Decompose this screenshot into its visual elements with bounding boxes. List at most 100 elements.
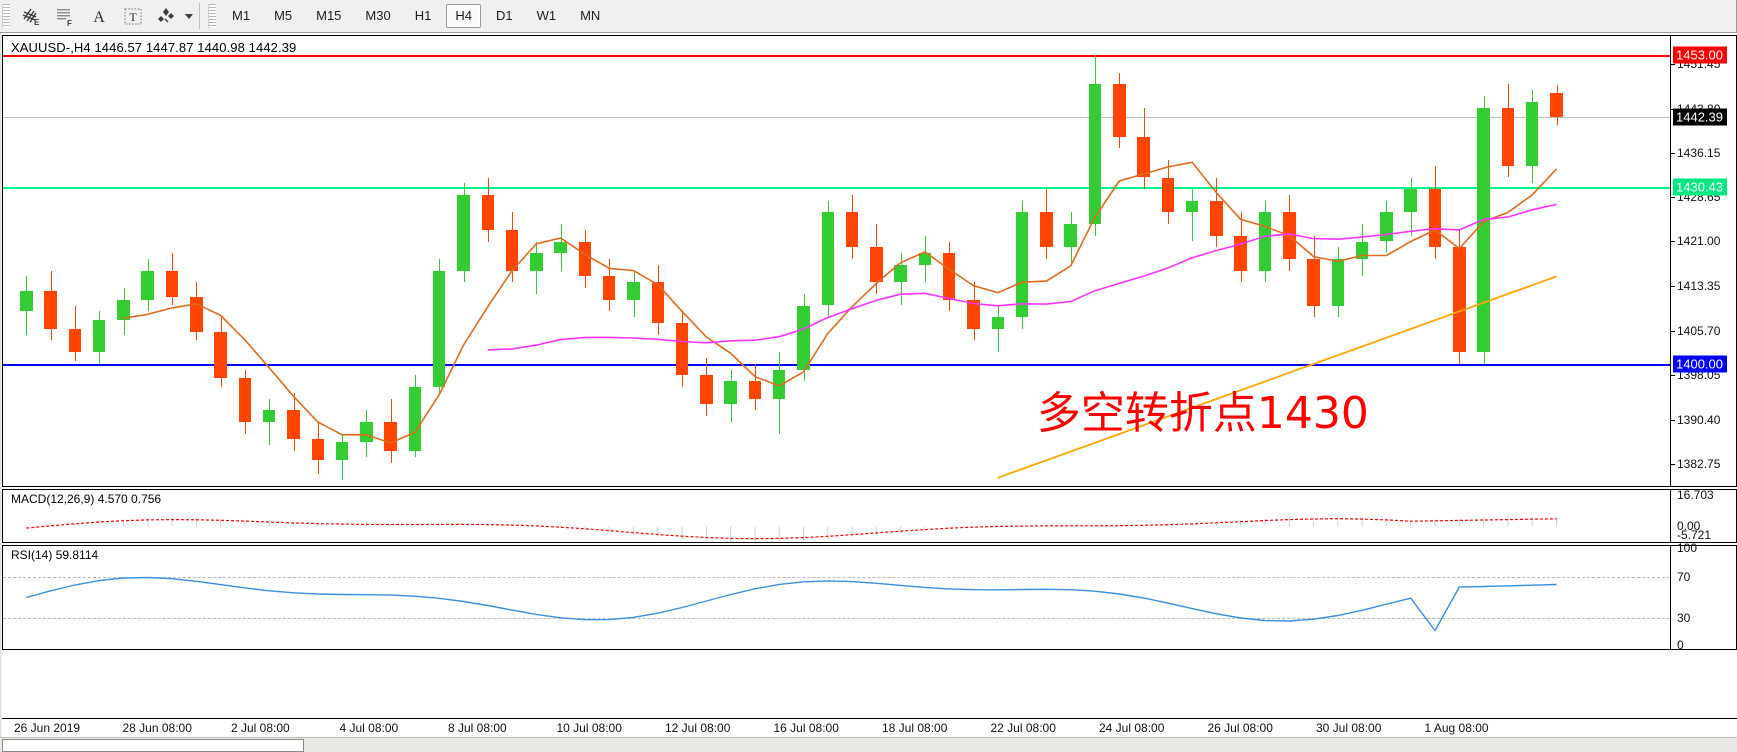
price-axis-tick	[1671, 64, 1675, 66]
chart-area: XAUUSD-,H4 1446.57 1447.87 1440.98 1442.…	[0, 33, 1737, 752]
macd-axis-label: 16.703	[1677, 488, 1714, 503]
candle-body	[214, 331, 227, 379]
price-axis-tick-label: 1405.70	[1677, 323, 1721, 338]
timeframe-mn[interactable]: MN	[580, 8, 601, 23]
indicators-list-icon[interactable]: F	[50, 3, 80, 29]
candle-body	[675, 323, 689, 376]
date-axis-label: 4 Jul 08:00	[339, 721, 399, 735]
price-plot[interactable]: 多空转折点1430	[3, 36, 1670, 486]
timeframe-grip[interactable]	[208, 4, 216, 28]
candle-body	[335, 442, 349, 460]
candle-body	[238, 378, 252, 422]
macd-axis[interactable]: 16.703 0.00 -5.721	[1670, 488, 1736, 542]
rsi-axis-label: 0	[1677, 637, 1684, 652]
date-axis-label: 28 Jun 08:00	[122, 721, 192, 735]
candle-body	[1525, 101, 1539, 166]
timeframe-w1[interactable]: W1	[536, 8, 557, 23]
price-axis-tick	[1671, 286, 1675, 288]
objects-icon[interactable]	[152, 3, 182, 29]
timeframe-m1[interactable]: M1	[232, 8, 251, 23]
rsi-level-70	[3, 576, 1670, 578]
svg-text:A: A	[93, 9, 105, 26]
rsi-pane[interactable]: RSI(14) 59.8114 100 70 30 0	[2, 541, 1737, 652]
price-axis[interactable]: 1451.451443.801436.151428.651421.001413.…	[1670, 36, 1736, 486]
date-axis-label: 1 Aug 08:00	[1424, 721, 1489, 735]
price-tag-red[interactable]: 1453.00	[1673, 46, 1727, 64]
candle-body	[1234, 235, 1247, 271]
last-price-line[interactable]	[3, 116, 1670, 118]
date-axis-label: 30 Jul 08:00	[1316, 721, 1382, 735]
macd-signal-line	[26, 518, 1557, 540]
price-axis-tick	[1671, 241, 1675, 243]
text-box-icon[interactable]: T	[118, 3, 148, 29]
candle-body	[505, 229, 519, 271]
macd-axis-label: 0.00	[1677, 519, 1701, 534]
timeframe-m5[interactable]: M5	[274, 8, 293, 23]
candle-body	[797, 305, 810, 370]
rsi-level-30	[3, 618, 1670, 620]
expert-advisor-icon[interactable]: E	[16, 3, 46, 29]
price-pane[interactable]: XAUUSD-,H4 1446.57 1447.87 1440.98 1442.…	[2, 35, 1737, 487]
date-axis-label: 26 Jun 2019	[14, 721, 81, 735]
candle-body	[530, 253, 543, 271]
macd-histogram	[25, 516, 1557, 542]
chart-panes: XAUUSD-,H4 1446.57 1447.87 1440.98 1442.…	[0, 33, 1737, 720]
candle-body	[894, 264, 907, 283]
candle-body	[92, 320, 106, 353]
text-label-icon[interactable]: A	[84, 3, 114, 29]
candle-body	[602, 276, 616, 300]
price-axis-tick-label: 1421.00	[1677, 234, 1721, 249]
macd-plot[interactable]	[3, 490, 1670, 542]
chevron-down-icon[interactable]	[185, 13, 193, 19]
toolbar-grip[interactable]	[2, 4, 10, 28]
candle-body	[1185, 200, 1199, 213]
timeframe-m15[interactable]: M15	[316, 8, 342, 23]
candle-body	[870, 247, 883, 283]
candle-body	[384, 422, 397, 452]
candle-body	[481, 194, 495, 230]
date-axis-label: 16 Jul 08:00	[773, 721, 839, 735]
macd-pane[interactable]: MACD(12,26,9) 4.570 0.756 16.703 0.00 -5.7…	[2, 488, 1737, 543]
candle-body	[991, 317, 1005, 329]
date-axis-label: 12 Jul 08:00	[665, 721, 731, 735]
candle-body	[1355, 241, 1369, 259]
rsi-axis[interactable]: 100 70 30 0	[1670, 541, 1736, 652]
price-tag-green[interactable]: 1430.43	[1673, 178, 1727, 196]
candle-body	[117, 299, 130, 321]
candle-wick	[1192, 189, 1194, 242]
candle-body	[311, 439, 325, 460]
support-line[interactable]	[3, 363, 1670, 366]
scrollbar-thumb[interactable]	[2, 739, 304, 752]
candle-body	[1161, 177, 1175, 213]
pivot-line[interactable]	[3, 186, 1670, 189]
candle-body	[408, 387, 422, 451]
date-axis[interactable]: 26 Jun 2019 28 Jun 08:00 2 Jul 08:00 4 Jul …	[2, 718, 1737, 738]
price-tag-blue[interactable]: 1400.00	[1673, 355, 1727, 373]
candle-body	[1210, 200, 1223, 236]
svg-text:T: T	[129, 10, 137, 24]
rsi-plot[interactable]	[3, 546, 1670, 649]
candle-body	[165, 270, 179, 297]
candle-body	[190, 296, 203, 332]
candle-body	[1088, 84, 1102, 224]
candle-body	[700, 375, 713, 405]
horizontal-scrollbar[interactable]	[0, 737, 1737, 752]
svg-text:F: F	[67, 19, 72, 27]
candle-body	[360, 422, 373, 443]
timeframe-m30[interactable]: M30	[365, 8, 391, 23]
timeframe-h1[interactable]: H1	[414, 8, 432, 23]
candle-body	[141, 270, 154, 300]
price-axis-tick-label: 1436.15	[1677, 146, 1721, 161]
candle-body	[1015, 212, 1029, 318]
candle-body	[457, 194, 470, 271]
chart-annotation-text[interactable]: 多空转折点1430	[1036, 387, 1369, 439]
resistance-line[interactable]	[3, 55, 1670, 58]
timeframe-d1[interactable]: D1	[495, 8, 513, 23]
symbol-ohlc-label: XAUUSD-,H4 1446.57 1447.87 1440.98 1442.…	[11, 40, 297, 55]
price-tag-black[interactable]: 1442.39	[1673, 108, 1727, 126]
candle-body	[748, 381, 762, 399]
date-axis-label: 8 Jul 08:00	[448, 721, 507, 735]
timeframe-h4[interactable]: H4	[446, 4, 481, 28]
ma-slow-line	[997, 275, 1557, 479]
